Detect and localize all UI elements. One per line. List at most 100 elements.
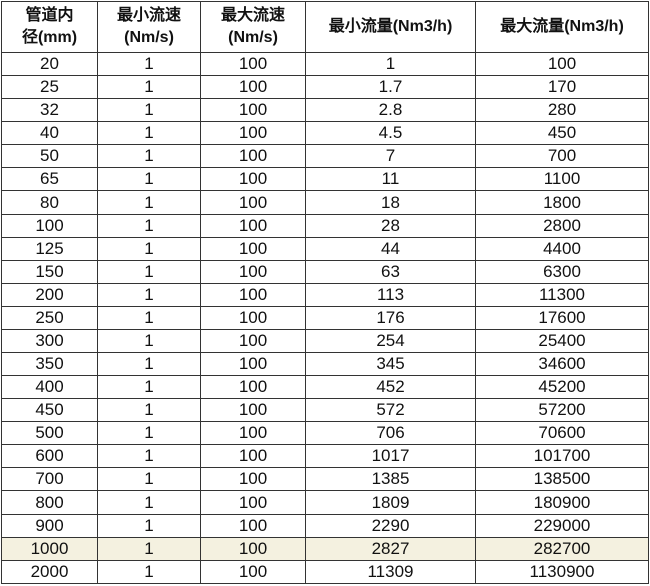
- header-text: 最小流速: [116, 7, 181, 24]
- table-cell: 100: [200, 236, 306, 261]
- table-cell: 80: [1, 190, 98, 215]
- table-cell: 1385: [305, 467, 476, 492]
- table-cell: 6300: [475, 259, 649, 284]
- table-cell: 18: [305, 190, 476, 215]
- table-cell: 2290: [305, 513, 476, 538]
- header-text: 管道内: [25, 7, 74, 24]
- table-cell: 100: [200, 144, 306, 169]
- table-cell: 100: [200, 444, 306, 469]
- table-cell: 700: [1, 467, 98, 492]
- table-cell: 229000: [475, 513, 649, 538]
- table-cell: 20: [1, 51, 98, 77]
- table-row: 350 1 100 345 34600: [1, 352, 649, 377]
- header-text: 最小流量(Nm3/h): [328, 18, 453, 35]
- table-cell: 100: [200, 352, 306, 377]
- table-cell: 50: [1, 144, 98, 169]
- header-text: 最大流量(Nm3/h): [500, 18, 624, 35]
- header-row: 管道内 径(mm) 最小流速 (Nm/s) 最大流速 (Nm/s) 最小流量(Nm3/h) 最…: [1, 1, 649, 53]
- table-cell: 40: [1, 121, 98, 146]
- table-row: 600 1 100 1017 101700: [1, 444, 649, 469]
- table-cell: 1: [97, 536, 201, 561]
- table-row: 65 1 100 11 1100: [1, 167, 649, 192]
- header-text: (Nm/s): [228, 29, 278, 46]
- table-row: 32 1 100 2.8 280: [1, 98, 649, 123]
- table-cell: 100: [200, 490, 306, 515]
- table-cell: 500: [1, 421, 98, 446]
- table-row: 2000 1 100 11309 1130900: [1, 559, 649, 585]
- table-cell: 100: [200, 328, 306, 354]
- table-cell: 100: [200, 513, 306, 538]
- table-cell: 1: [97, 398, 201, 423]
- table-cell: 28: [305, 213, 476, 238]
- table-cell: 1: [97, 144, 201, 169]
- table-cell: 300: [1, 328, 98, 354]
- table-row: 100 1 100 28 2800: [1, 213, 649, 238]
- table-cell: 34600: [475, 352, 649, 377]
- table-cell: 100: [200, 559, 306, 585]
- table-cell: 1100: [475, 167, 649, 192]
- table-row: 20 1 100 1 100: [1, 51, 649, 77]
- table-cell: 101700: [475, 444, 649, 469]
- table-cell: 1: [97, 305, 201, 330]
- table-cell: 25400: [475, 328, 649, 354]
- table-cell: 1: [97, 75, 201, 100]
- header-cell: 管道内 径(mm): [1, 1, 98, 53]
- table-cell: 282700: [475, 536, 649, 561]
- table-cell: 100: [200, 51, 306, 77]
- table-cell: 63: [305, 259, 476, 284]
- table-cell: 1: [97, 213, 201, 238]
- table-row: 900 1 100 2290 229000: [1, 513, 649, 538]
- table-cell: 57200: [475, 398, 649, 423]
- table-cell: 345: [305, 352, 476, 377]
- table-cell: 150: [1, 259, 98, 284]
- table-cell: 7: [305, 144, 476, 169]
- table-cell: 65: [1, 167, 98, 192]
- table-cell: 100: [200, 190, 306, 215]
- table-cell: 1: [97, 121, 201, 146]
- table-cell: 1: [97, 559, 201, 585]
- table-cell: 1: [97, 190, 201, 215]
- table-cell: 1000: [1, 536, 98, 561]
- header-cell: 最小流速 (Nm/s): [97, 1, 201, 53]
- table-cell: 100: [200, 536, 306, 561]
- table-cell: 450: [1, 398, 98, 423]
- table-cell: 600: [1, 444, 98, 469]
- table-cell: 170: [475, 75, 649, 100]
- table-cell: 100: [200, 259, 306, 284]
- table-cell: 1: [97, 328, 201, 354]
- table-cell: 800: [1, 490, 98, 515]
- table-row: 50 1 100 7 700: [1, 144, 649, 169]
- table-cell: 1: [97, 490, 201, 515]
- table-cell: 180900: [475, 490, 649, 515]
- table-cell: 706: [305, 421, 476, 446]
- table-cell: 1: [97, 352, 201, 377]
- table-cell: 4.5: [305, 121, 476, 146]
- table-cell: 11: [305, 167, 476, 192]
- table-cell: 280: [475, 98, 649, 123]
- table-cell: 254: [305, 328, 476, 354]
- table-cell: 138500: [475, 467, 649, 492]
- table-cell: 70600: [475, 421, 649, 446]
- table-row: 1000 1 100 2827 282700: [1, 536, 649, 561]
- table-cell: 200: [1, 282, 98, 307]
- table-cell: 450: [475, 121, 649, 146]
- table-cell: 100: [200, 98, 306, 123]
- table-cell: 700: [475, 144, 649, 169]
- table-cell: 1: [97, 98, 201, 123]
- table-cell: 100: [200, 375, 306, 400]
- table-cell: 350: [1, 352, 98, 377]
- table-cell: 100: [200, 467, 306, 492]
- table-row: 250 1 100 176 17600: [1, 305, 649, 330]
- table-row: 450 1 100 572 57200: [1, 398, 649, 423]
- table-cell: 100: [200, 167, 306, 192]
- table-cell: 1: [97, 444, 201, 469]
- table-cell: 4400: [475, 236, 649, 261]
- table-cell: 1: [97, 513, 201, 538]
- table-cell: 25: [1, 75, 98, 100]
- table-cell: 100: [200, 75, 306, 100]
- table-cell: 1.7: [305, 75, 476, 100]
- table-cell: 32: [1, 98, 98, 123]
- table-cell: 2.8: [305, 98, 476, 123]
- table-cell: 2800: [475, 213, 649, 238]
